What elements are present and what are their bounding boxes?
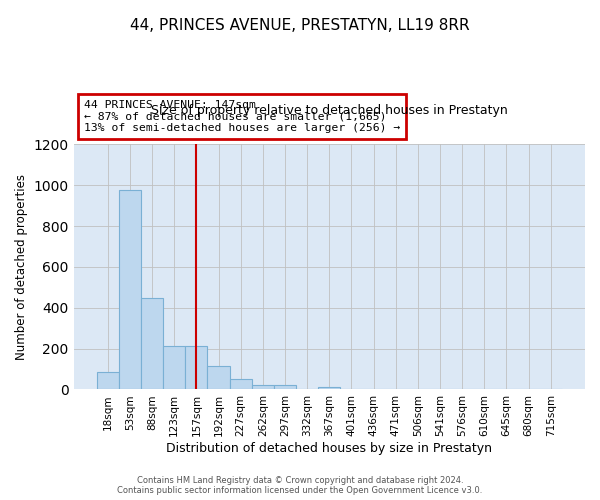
Text: Contains HM Land Registry data © Crown copyright and database right 2024.
Contai: Contains HM Land Registry data © Crown c… [118, 476, 482, 495]
Bar [97, 372, 119, 390]
Bar [274, 386, 296, 390]
Bar [208, 366, 230, 390]
Bar [163, 346, 185, 390]
Y-axis label: Number of detached properties: Number of detached properties [15, 174, 28, 360]
X-axis label: Distribution of detached houses by size in Prestatyn: Distribution of detached houses by size … [166, 442, 492, 455]
Bar [119, 190, 141, 390]
Bar [252, 386, 274, 390]
Title: Size of property relative to detached houses in Prestatyn: Size of property relative to detached ho… [151, 104, 508, 117]
Bar [230, 379, 252, 390]
Text: 44, PRINCES AVENUE, PRESTATYN, LL19 8RR: 44, PRINCES AVENUE, PRESTATYN, LL19 8RR [130, 18, 470, 32]
Text: 44 PRINCES AVENUE: 147sqm
← 87% of detached houses are smaller (1,665)
13% of se: 44 PRINCES AVENUE: 147sqm ← 87% of detac… [84, 100, 400, 134]
Bar [318, 388, 340, 390]
Bar [185, 346, 208, 390]
Bar [141, 298, 163, 390]
